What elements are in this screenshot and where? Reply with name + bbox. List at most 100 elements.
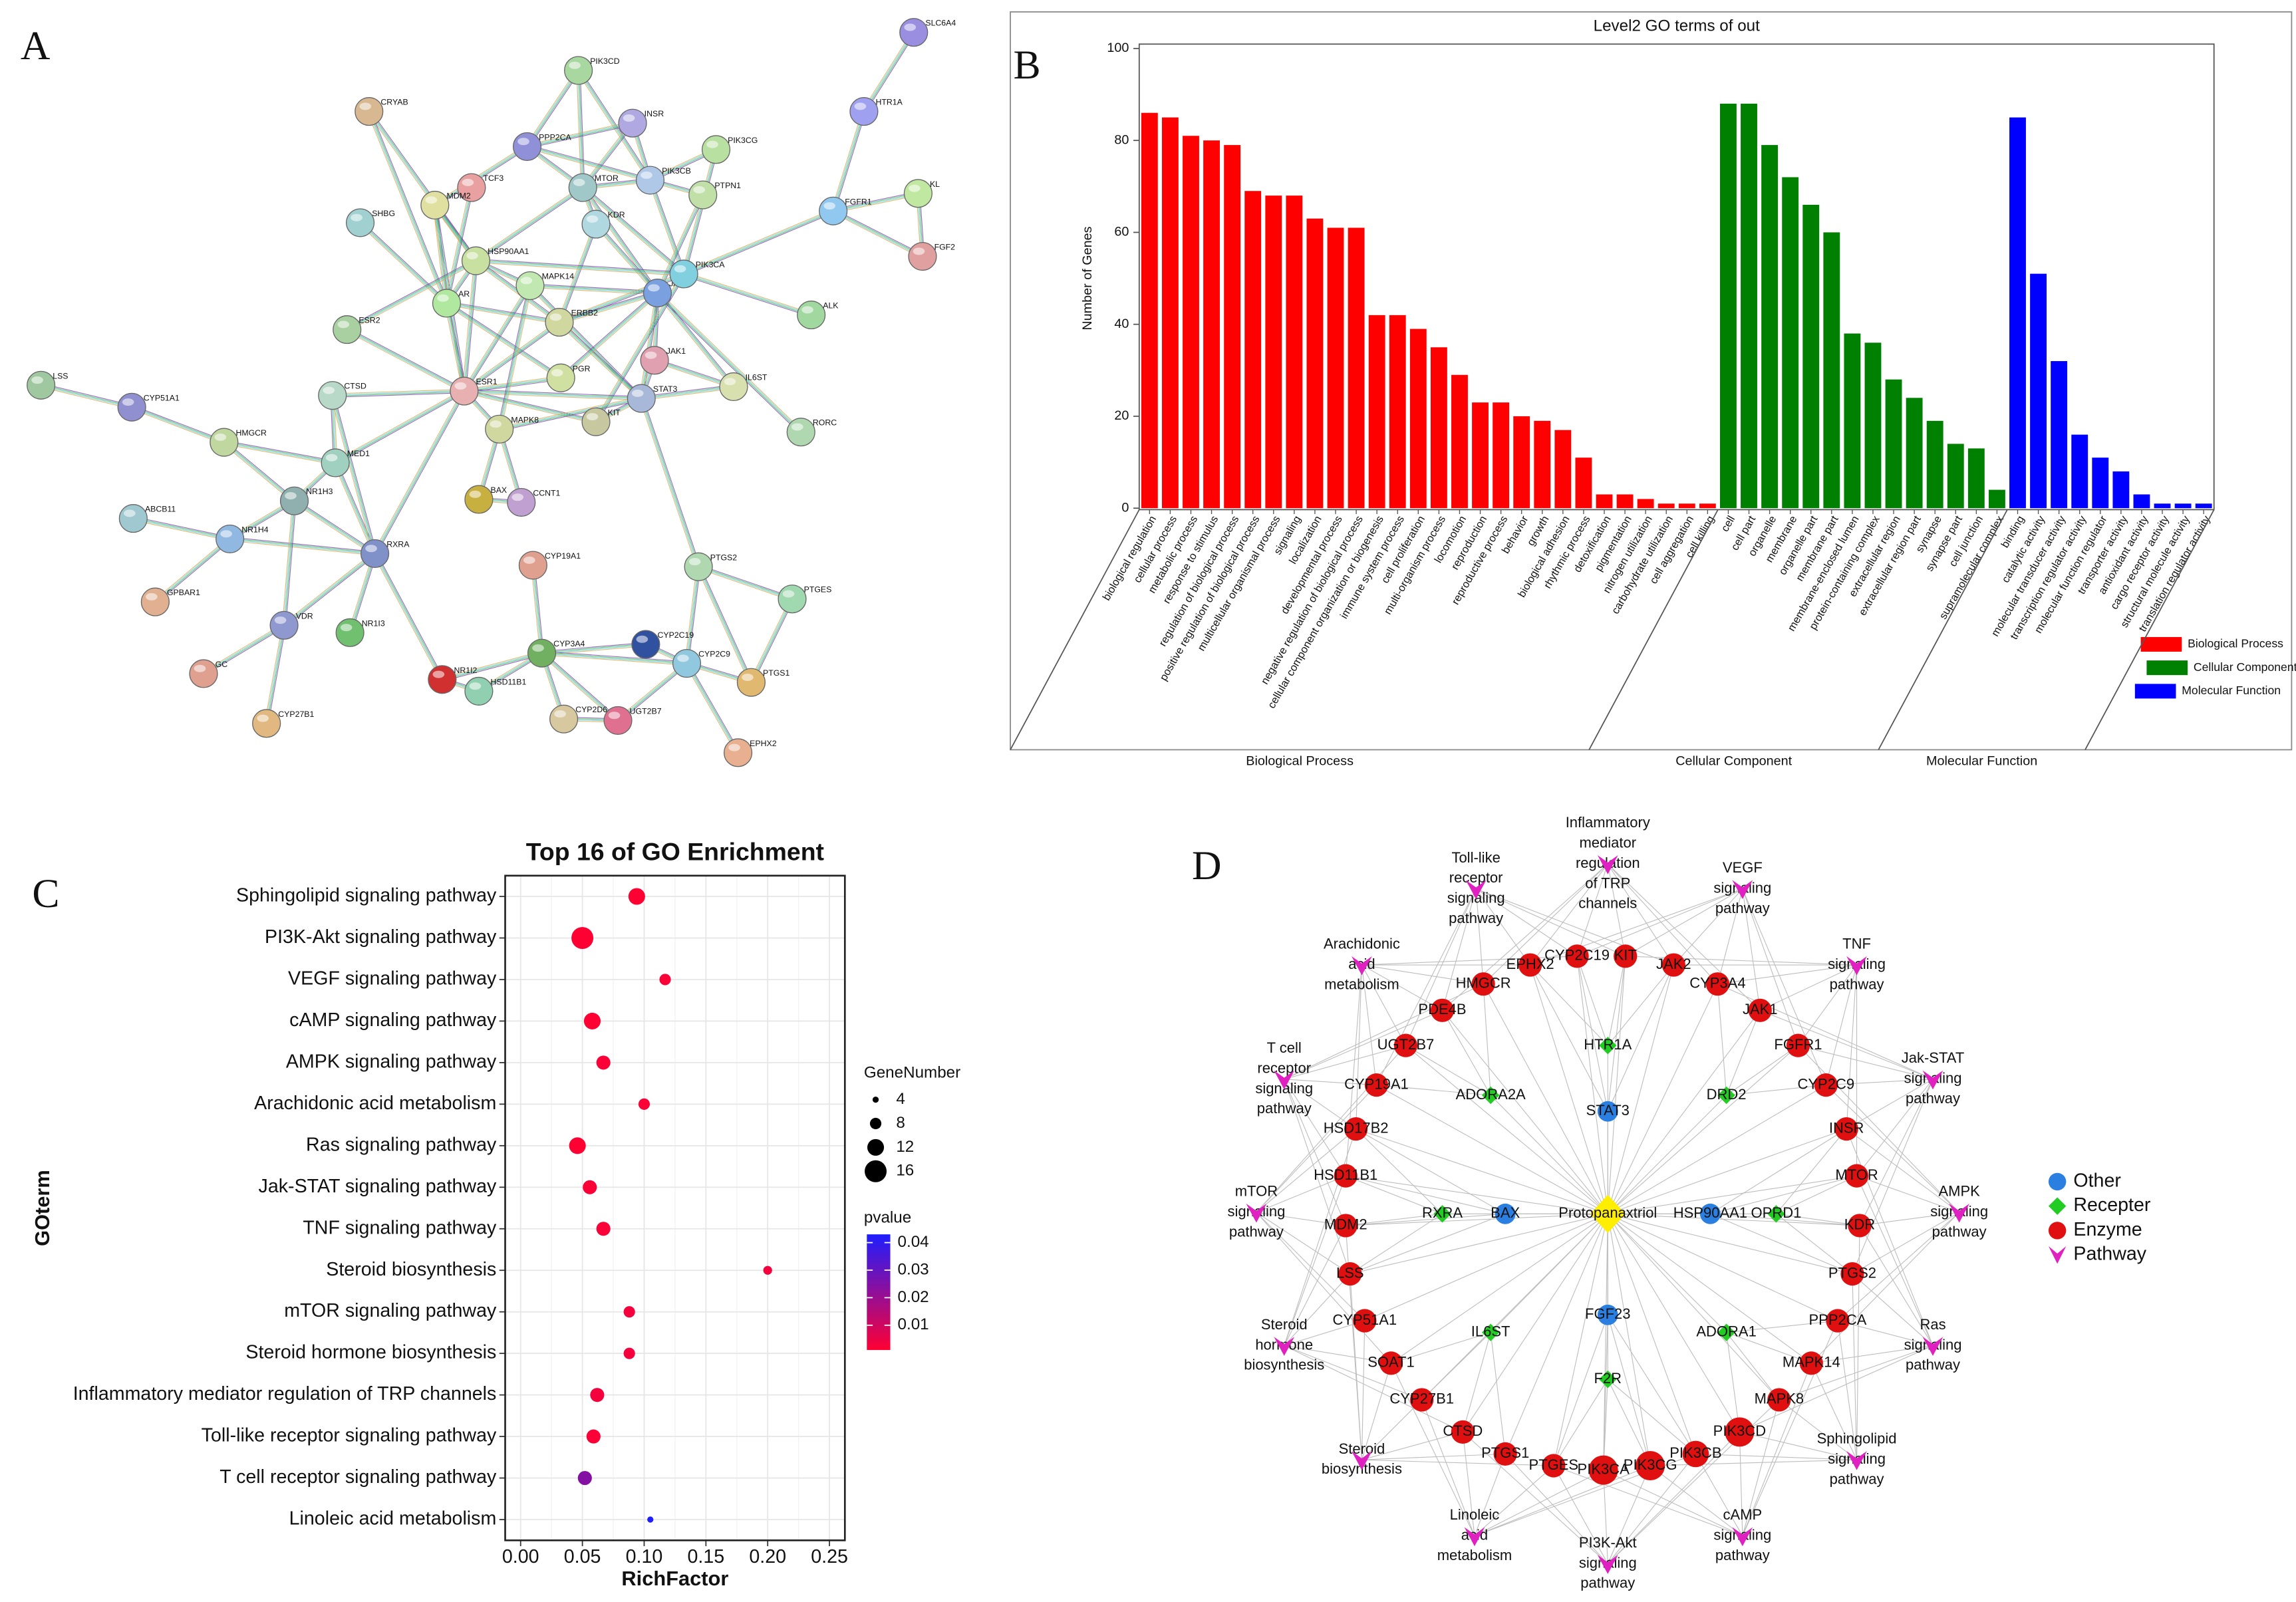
- node-highlight: [285, 491, 297, 499]
- protein-label: ABCB11: [145, 505, 176, 514]
- node-highlight: [31, 376, 43, 384]
- edge: [1856, 1175, 1934, 1346]
- edge: [577, 70, 583, 188]
- bar: [1864, 342, 1882, 509]
- y-tick-label: Linoleic acid metabolism: [289, 1508, 497, 1530]
- enzyme-marker: [1393, 1033, 1418, 1057]
- receptor-marker: [1717, 1086, 1735, 1105]
- edge: [133, 516, 231, 538]
- node-highlight: [469, 682, 482, 690]
- protein-label: MED1: [347, 449, 370, 458]
- pathway-label: receptor: [1257, 1059, 1311, 1076]
- node-highlight: [742, 673, 754, 681]
- edge: [1710, 1129, 1847, 1214]
- edge: [1284, 1273, 1351, 1346]
- edge: [1760, 1009, 1934, 1080]
- node-highlight: [677, 654, 689, 662]
- protein-label: FGFR1: [845, 197, 872, 206]
- edge: [1776, 1213, 1860, 1226]
- other-marker: [1699, 1203, 1721, 1224]
- pathway-label: pathway: [1580, 1575, 1635, 1591]
- edge: [347, 329, 465, 391]
- edge: [1346, 1213, 1443, 1226]
- edge: [1607, 1213, 1780, 1401]
- edge: [1673, 888, 1743, 966]
- node-label: CYP2C19: [1544, 947, 1610, 964]
- edge: [527, 144, 651, 180]
- receptor-marker: [1481, 1086, 1500, 1105]
- enzyme-marker: [1542, 1454, 1566, 1478]
- edge: [688, 662, 740, 752]
- edge: [1356, 1129, 1506, 1214]
- edge: [1256, 1212, 1391, 1364]
- enzyme-marker: [1826, 1309, 1850, 1333]
- bar: [2092, 458, 2109, 509]
- bar: [1286, 196, 1303, 509]
- edge: [41, 384, 132, 407]
- edge: [650, 180, 685, 274]
- legend-marker: [2048, 1172, 2067, 1191]
- protein-node: [464, 676, 494, 706]
- edge: [1852, 1273, 1934, 1346]
- pathway-label: Jak-STAT: [1902, 1049, 1965, 1066]
- enzyme-marker: [1705, 972, 1730, 996]
- enzyme-marker: [1471, 972, 1495, 996]
- node-highlight: [194, 664, 206, 672]
- protein-label: KL: [930, 180, 940, 189]
- pathway-label: of TRP: [1585, 874, 1630, 891]
- protein-node: [118, 504, 148, 533]
- edge: [700, 565, 754, 682]
- enzyme-marker: [1334, 1214, 1358, 1238]
- edge: [1650, 1459, 1857, 1466]
- node-highlight: [257, 714, 269, 722]
- edge: [1576, 956, 1608, 1046]
- edge: [1474, 1454, 1506, 1536]
- edge: [132, 405, 225, 442]
- edge: [1726, 1085, 1826, 1096]
- y-tick-label: mTOR signaling pathway: [284, 1300, 497, 1321]
- enzyme-marker: [1565, 944, 1589, 968]
- protein-node: [719, 372, 748, 402]
- edge: [560, 224, 599, 323]
- bar: [1720, 103, 1737, 509]
- bar: [1493, 402, 1510, 509]
- enzyme-marker: [1725, 1417, 1755, 1447]
- node-highlight: [706, 140, 718, 148]
- edge: [432, 205, 446, 304]
- protein-label: NR1I2: [454, 666, 477, 675]
- bar: [1306, 218, 1324, 509]
- edge: [541, 643, 646, 653]
- edge: [1607, 1213, 1812, 1364]
- edge: [1607, 1045, 1798, 1214]
- edge: [1475, 888, 1531, 966]
- protein-label: AR: [458, 289, 470, 299]
- bar: [1203, 140, 1220, 509]
- protein-node: [899, 18, 929, 47]
- protein-node: [360, 539, 390, 569]
- bar: [1389, 315, 1406, 509]
- enzyme-marker: [1518, 953, 1542, 977]
- bar: [1885, 379, 1902, 509]
- edge: [1362, 956, 1578, 966]
- pathway-label: biosynthesis: [1244, 1357, 1324, 1373]
- edge: [1421, 1332, 1491, 1401]
- protein-label: PTGS1: [763, 668, 790, 678]
- protein-label: PIK3CB: [662, 166, 691, 176]
- edge: [361, 221, 448, 303]
- edge: [442, 654, 543, 682]
- edge: [1608, 1213, 1853, 1275]
- edge: [131, 407, 224, 444]
- node-highlight: [323, 386, 335, 394]
- edge: [223, 441, 336, 463]
- edge: [698, 567, 792, 601]
- node-label: PIK3CA: [1578, 1460, 1630, 1477]
- edge: [1603, 1214, 1608, 1470]
- edge: [683, 275, 811, 317]
- edge: [434, 205, 447, 304]
- edge: [224, 442, 295, 501]
- edge: [1284, 1079, 1377, 1086]
- edge: [527, 123, 633, 148]
- pathway-label: pathway: [1715, 900, 1770, 916]
- edge: [529, 287, 658, 295]
